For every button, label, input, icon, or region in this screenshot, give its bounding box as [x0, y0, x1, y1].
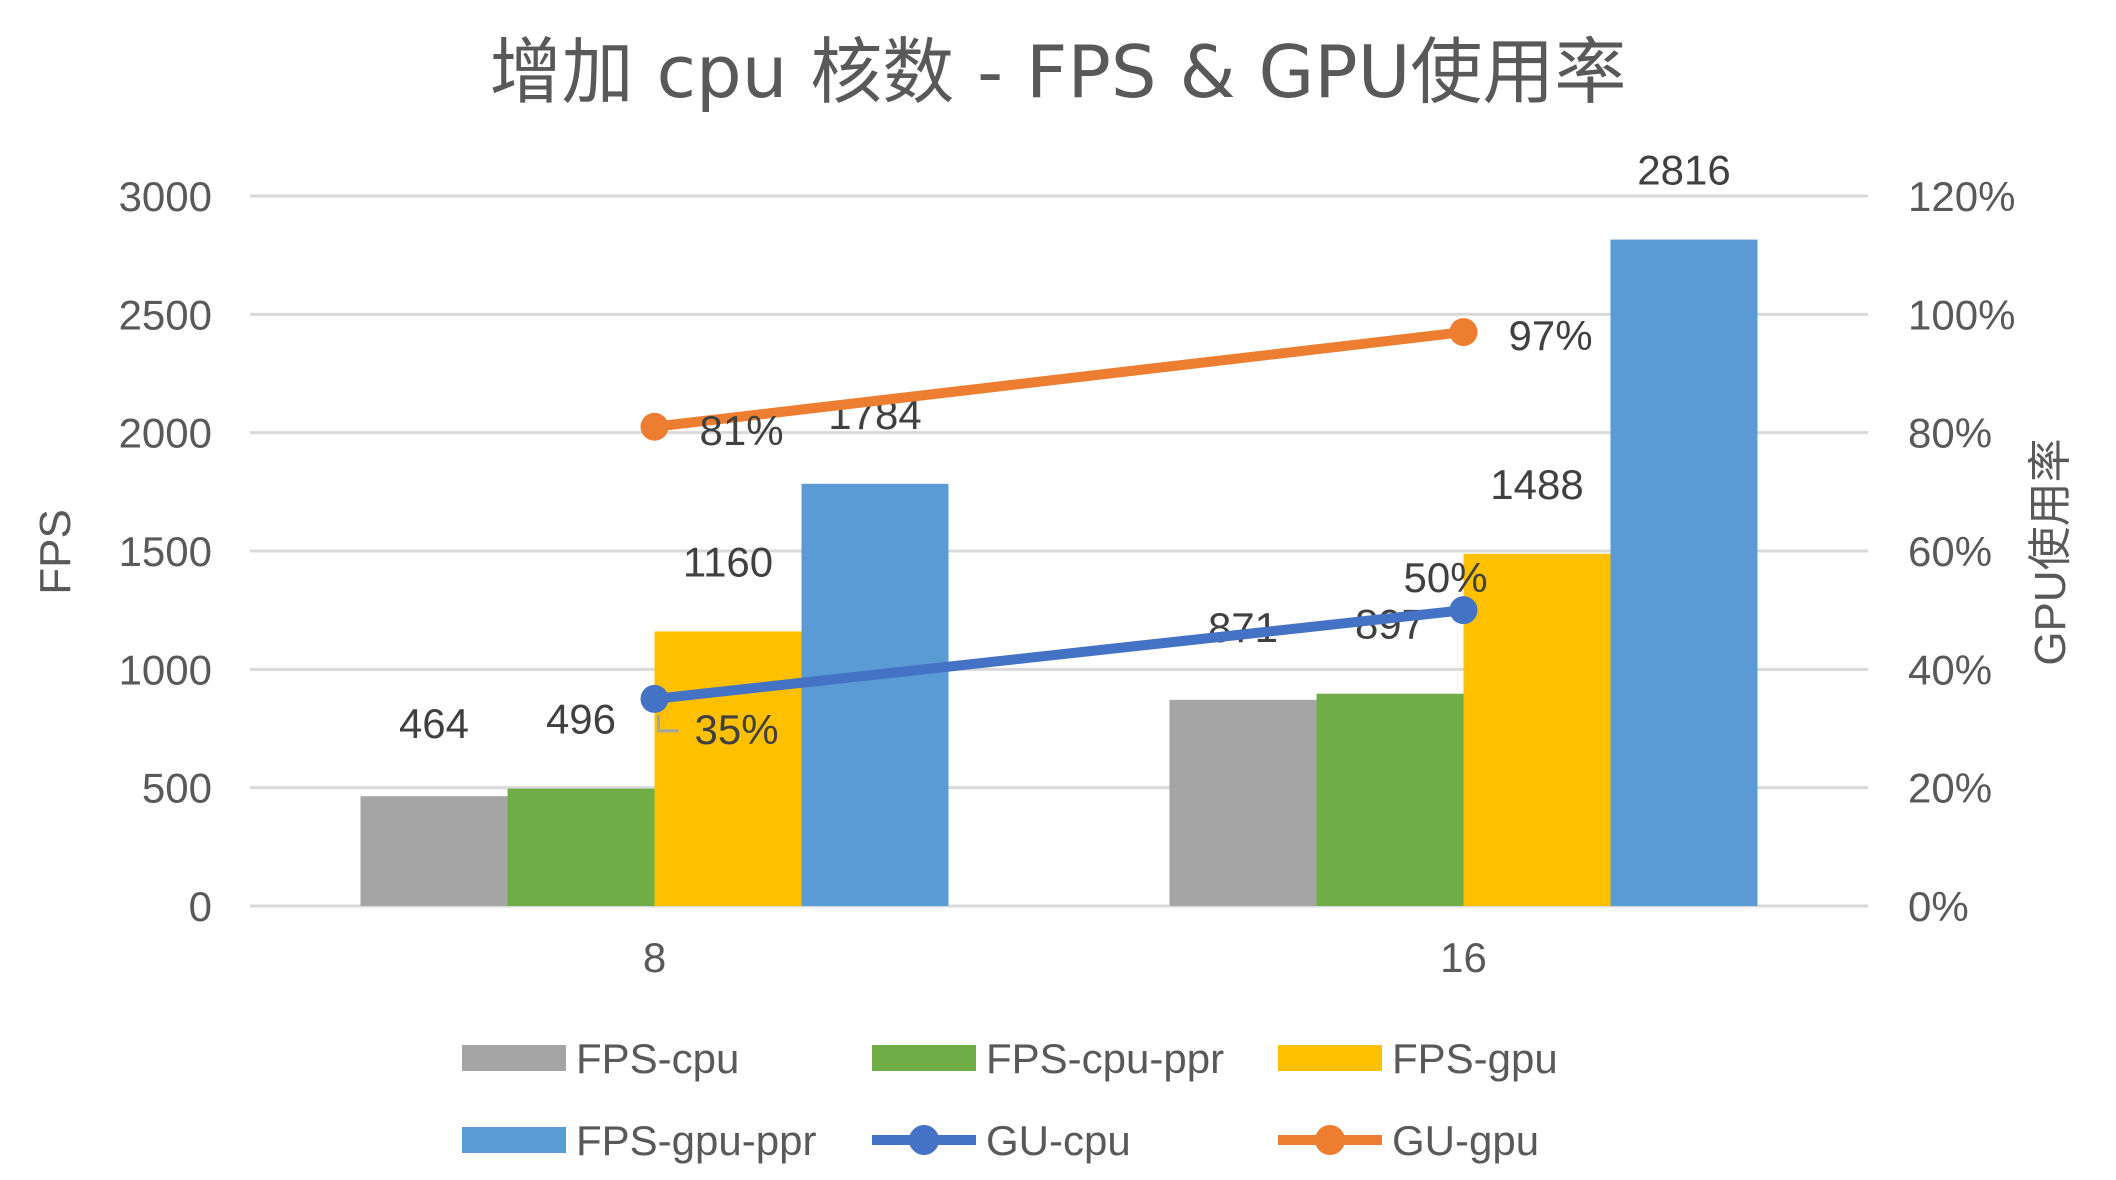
y2-tick-label: 100% [1908, 291, 2015, 338]
y-tick-label: 2000 [119, 410, 212, 457]
bar-FPS-gpu-16 [1463, 553, 1611, 906]
y-tick-label: 500 [142, 765, 212, 812]
legend-item-GU-cpu: GU-cpu [872, 1117, 1131, 1164]
lines [640, 318, 1478, 713]
y2-axis-title: GPU使用率 [2026, 438, 2075, 665]
gridlines [250, 194, 1868, 908]
y2-tick-label: 120% [1908, 173, 2015, 220]
y2-axis-ticks: 0% 20% 40% 60% 80% 100% 120% [1908, 173, 2015, 930]
line-label: 81% [700, 407, 784, 454]
point-GU-gpu-16 [1449, 318, 1478, 347]
legend-item-FPS-gpu-ppr: FPS-gpu-ppr [462, 1117, 816, 1164]
label-leader-line [657, 714, 679, 733]
y2-tick-label: 0% [1908, 883, 1969, 930]
bars [360, 239, 1758, 907]
legend-item-GU-gpu: GU-gpu [1278, 1117, 1539, 1164]
x-tick-label: 16 [1440, 934, 1487, 981]
x-axis-ticks: 8 16 [643, 934, 1487, 981]
bar-label: 1160 [683, 538, 773, 585]
y-tick-label: 1000 [119, 646, 212, 693]
point-GU-cpu-8 [640, 684, 669, 713]
bar-FPS-gpu-ppr-8 [801, 483, 949, 906]
line-GU-cpu [649, 605, 1469, 704]
bar-FPS-cpu-ppr-16 [1316, 693, 1464, 906]
y-axis-title: FPS [31, 509, 80, 595]
line-label: 35% [695, 706, 779, 753]
bar-label: 2816 [1637, 147, 1730, 194]
legend-swatch [872, 1045, 976, 1071]
bar-FPS-cpu-ppr-8 [507, 788, 655, 906]
line-label: 50% [1404, 554, 1488, 601]
bar-label: 496 [546, 696, 616, 743]
legend-item-FPS-cpu: FPS-cpu [462, 1035, 739, 1082]
legend-label: FPS-gpu [1392, 1035, 1558, 1082]
y2-tick-label: 20% [1908, 765, 1992, 812]
point-GU-cpu-16 [1449, 596, 1478, 625]
x-tick-label: 8 [643, 934, 666, 981]
y-tick-label: 3000 [119, 173, 212, 220]
legend-swatch [462, 1045, 566, 1071]
legend-swatch [1278, 1045, 1382, 1071]
y-axis-ticks: 0 500 1000 1500 2000 2500 3000 [119, 173, 212, 930]
bar-FPS-gpu-ppr-16 [1610, 239, 1758, 907]
y2-tick-label: 80% [1908, 410, 1992, 457]
bar-FPS-gpu-8 [654, 631, 802, 906]
y-tick-label: 2500 [119, 291, 212, 338]
bar-FPS-cpu-16 [1169, 699, 1317, 906]
bar-FPS-cpu-8 [360, 796, 508, 906]
legend-label: FPS-gpu-ppr [576, 1117, 816, 1164]
y2-tick-label: 40% [1908, 646, 1992, 693]
legend-item-FPS-cpu-ppr: FPS-cpu-ppr [872, 1035, 1224, 1082]
y-tick-label: 0 [189, 883, 212, 930]
legend: FPS-cpu FPS-cpu-ppr FPS-gpu FPS-gpu-ppr GU-c… [462, 1035, 1558, 1164]
legend-swatch [462, 1127, 566, 1153]
legend-label: GU-gpu [1392, 1117, 1539, 1164]
legend-swatch-marker [909, 1125, 939, 1155]
chart-title: 增加 cpu 核数 - FPS & GPU使用率 [490, 30, 1627, 114]
y2-tick-label: 60% [1908, 528, 1992, 575]
legend-label: FPS-cpu-ppr [986, 1035, 1224, 1082]
y-tick-label: 1500 [119, 528, 212, 575]
point-GU-gpu-8 [640, 412, 669, 441]
line-data-labels: 35% 50% 81% 97% [657, 312, 1593, 753]
line-GU-gpu [649, 327, 1469, 432]
bar-label: 464 [399, 700, 469, 747]
line-label: 97% [1509, 312, 1593, 359]
legend-label: FPS-cpu [576, 1035, 739, 1082]
legend-swatch-marker [1315, 1125, 1345, 1155]
legend-label: GU-cpu [986, 1117, 1131, 1164]
bar-label: 1488 [1490, 461, 1583, 508]
legend-item-FPS-gpu: FPS-gpu [1278, 1035, 1558, 1082]
